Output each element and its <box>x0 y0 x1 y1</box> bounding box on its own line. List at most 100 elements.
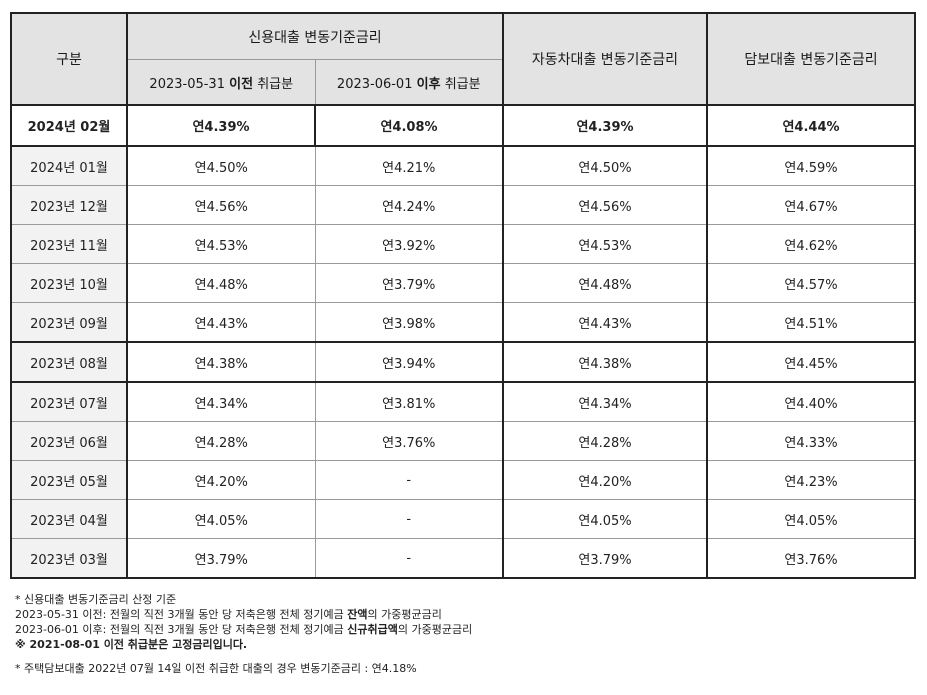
row-mortgage: 연4.51% <box>706 302 916 343</box>
row-credit-after: 연4.24% <box>314 185 504 225</box>
row-month: 2023년 05월 <box>10 460 128 500</box>
row-month: 2023년 10월 <box>10 263 128 303</box>
row-month: 2024년 01월 <box>10 145 128 186</box>
note-after-suffix: 의 가중평균금리 <box>397 623 473 636</box>
row-auto: 연4.34% <box>502 381 708 422</box>
note-fixed-rate-text: ※ 2021-08-01 이전 취급분은 고정금리입니다. <box>15 638 248 651</box>
row-credit-before: 연4.05% <box>126 499 316 539</box>
row-auto: 연4.50% <box>502 145 708 186</box>
row-credit-before: 연4.50% <box>126 145 316 186</box>
note-mortgage-legacy: * 주택담보대출 2022년 07월 14일 이전 취급한 대출의 경우 변동기… <box>15 662 417 675</box>
current-credit-after: 연4.08% <box>314 104 504 147</box>
row-mortgage: 연4.67% <box>706 185 916 225</box>
table-row: 2023년 06월 연4.28% 연3.76% 연4.28% 연4.33% <box>10 421 916 461</box>
table-row: 2023년 11월 연4.53% 연3.92% 연4.53% 연4.62% <box>10 224 916 264</box>
footnotes: * 신용대출 변동기준금리 산정 기준 2023-05-31 이전: 전월의 직… <box>15 592 915 676</box>
row-mortgage: 연4.62% <box>706 224 916 264</box>
row-credit-after: 연3.92% <box>314 224 504 264</box>
row-auto: 연4.53% <box>502 224 708 264</box>
row-credit-after: 연4.21% <box>314 145 504 186</box>
row-credit-after: 연3.76% <box>314 421 504 461</box>
variable-rate-table: 구분 신용대출 변동기준금리 자동차대출 변동기준금리 담보대출 변동기준금리 … <box>10 12 916 579</box>
row-credit-after: - <box>314 460 504 500</box>
note-criteria-title: * 신용대출 변동기준금리 산정 기준 <box>15 593 177 606</box>
note-fixed-rate: ※ 2021-08-01 이전 취급분은 고정금리입니다. <box>15 637 915 652</box>
row-month: 2023년 04월 <box>10 499 128 539</box>
header-credit-before-suffix: 취급분 <box>257 76 294 92</box>
table-row: 2023년 12월 연4.56% 연4.24% 연4.56% 연4.67% <box>10 185 916 225</box>
row-mortgage: 연3.76% <box>706 538 916 579</box>
note-before-suffix: 의 가중평균금리 <box>367 608 442 621</box>
row-month: 2023년 03월 <box>10 538 128 579</box>
row-credit-after: 연3.98% <box>314 302 504 343</box>
row-auto: 연4.20% <box>502 460 708 500</box>
header-mortgage-loan: 담보대출 변동기준금리 <box>706 12 916 106</box>
row-credit-after: 연3.79% <box>314 263 504 303</box>
table-row: 2023년 04월 연4.05% - 연4.05% 연4.05% <box>10 499 916 539</box>
table-row-current: 2024년 02월 연4.39% 연4.08% 연4.39% 연4.44% <box>10 104 916 147</box>
row-month: 2023년 06월 <box>10 421 128 461</box>
header-credit-before: 2023-05-31 이전 취급분 <box>126 59 316 106</box>
table-row: 2023년 09월 연4.43% 연3.98% 연4.43% 연4.51% <box>10 302 916 343</box>
row-credit-after: - <box>314 538 504 579</box>
table-body: 2024년 02월 연4.39% 연4.08% 연4.39% 연4.44% 20… <box>10 104 916 579</box>
header-credit-group: 신용대출 변동기준금리 <box>126 12 504 60</box>
row-auto: 연4.43% <box>502 302 708 343</box>
note-before-prefix: 2023-05-31 이전: 전월의 직전 3개월 동안 당 저축은행 전체 정… <box>15 608 348 621</box>
row-mortgage: 연4.33% <box>706 421 916 461</box>
row-credit-before: 연4.43% <box>126 302 316 343</box>
row-credit-after: 연3.81% <box>314 381 504 422</box>
note-after-emph: 신규취급액 <box>347 623 398 636</box>
note-after-basis: 2023-06-01 이후: 전월의 직전 3개월 동안 당 저축은행 전체 정… <box>15 622 915 637</box>
row-month: 2023년 12월 <box>10 185 128 225</box>
table-row: 2024년 01월 연4.50% 연4.21% 연4.50% 연4.59% <box>10 145 916 186</box>
row-mortgage: 연4.40% <box>706 381 916 422</box>
table-row: 2023년 10월 연4.48% 연3.79% 연4.48% 연4.57% <box>10 263 916 303</box>
row-credit-before: 연4.34% <box>126 381 316 422</box>
row-auto: 연4.05% <box>502 499 708 539</box>
header-credit-before-emph: 이전 <box>229 76 254 92</box>
row-mortgage: 연4.23% <box>706 460 916 500</box>
header-credit-after-emph: 이후 <box>416 76 441 92</box>
header-category: 구분 <box>10 12 128 106</box>
row-month: 2023년 07월 <box>10 381 128 422</box>
row-month: 2023년 08월 <box>10 341 128 383</box>
table-row: 2023년 08월 연4.38% 연3.94% 연4.38% 연4.45% <box>10 341 916 383</box>
row-auto: 연4.38% <box>502 341 708 383</box>
note-before-basis: 2023-05-31 이전: 전월의 직전 3개월 동안 당 저축은행 전체 정… <box>15 607 915 622</box>
row-auto: 연4.28% <box>502 421 708 461</box>
row-credit-before: 연4.38% <box>126 341 316 383</box>
row-credit-before: 연3.79% <box>126 538 316 579</box>
current-credit-before: 연4.39% <box>126 104 316 147</box>
current-month: 2024년 02월 <box>10 104 128 147</box>
row-credit-after: - <box>314 499 504 539</box>
row-auto: 연4.56% <box>502 185 708 225</box>
table-row: 2023년 05월 연4.20% - 연4.20% 연4.23% <box>10 460 916 500</box>
row-credit-before: 연4.56% <box>126 185 316 225</box>
current-auto: 연4.39% <box>502 104 708 147</box>
note-before-emph: 잔액 <box>347 608 368 621</box>
current-mortgage: 연4.44% <box>706 104 916 147</box>
row-mortgage: 연4.05% <box>706 499 916 539</box>
row-month: 2023년 09월 <box>10 302 128 343</box>
table-row: 2023년 07월 연4.34% 연3.81% 연4.34% 연4.40% <box>10 381 916 422</box>
row-credit-after: 연3.94% <box>314 341 504 383</box>
note-after-prefix: 2023-06-01 이후: 전월의 직전 3개월 동안 당 저축은행 전체 정… <box>15 623 348 636</box>
table-row: 2023년 03월 연3.79% - 연3.79% 연3.76% <box>10 538 916 579</box>
header-credit-before-date: 2023-05-31 <box>149 76 225 92</box>
header-credit-after-suffix: 취급분 <box>444 76 481 92</box>
row-mortgage: 연4.45% <box>706 341 916 383</box>
row-credit-before: 연4.28% <box>126 421 316 461</box>
table-header: 구분 신용대출 변동기준금리 자동차대출 변동기준금리 담보대출 변동기준금리 … <box>10 12 916 106</box>
row-mortgage: 연4.57% <box>706 263 916 303</box>
row-auto: 연3.79% <box>502 538 708 579</box>
row-credit-before: 연4.20% <box>126 460 316 500</box>
row-credit-before: 연4.53% <box>126 224 316 264</box>
rate-table-container: 구분 신용대출 변동기준금리 자동차대출 변동기준금리 담보대출 변동기준금리 … <box>10 12 916 579</box>
header-auto-loan: 자동차대출 변동기준금리 <box>502 12 708 106</box>
header-credit-after-date: 2023-06-01 <box>336 76 413 92</box>
header-credit-after: 2023-06-01 이후 취급분 <box>314 59 504 106</box>
row-month: 2023년 11월 <box>10 224 128 264</box>
row-auto: 연4.48% <box>502 263 708 303</box>
row-credit-before: 연4.48% <box>126 263 316 303</box>
